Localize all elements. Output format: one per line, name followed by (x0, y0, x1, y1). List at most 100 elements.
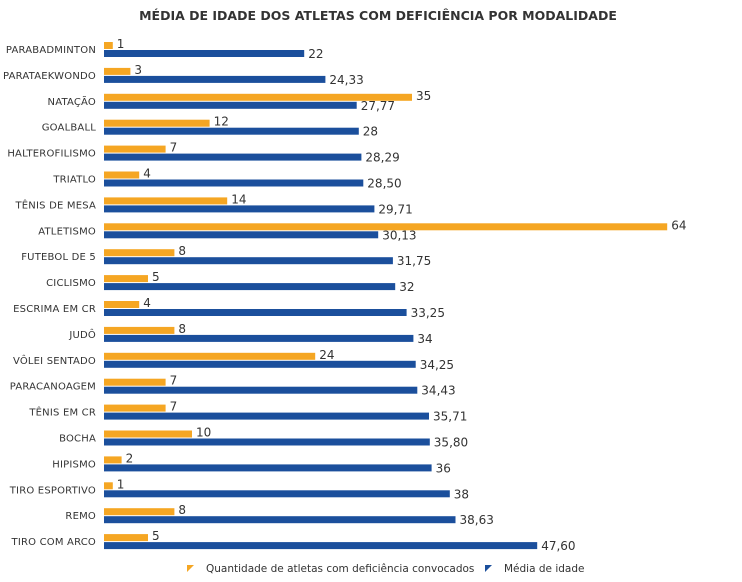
value-label-age: 33,25 (411, 306, 445, 320)
bar-age (104, 360, 416, 368)
legend-label-quantity: Quantidade de atletas com deficiência co… (206, 563, 474, 575)
bar-age (104, 542, 538, 550)
value-label-age: 28 (363, 125, 378, 139)
bar-age (104, 50, 305, 57)
value-label-age: 30,13 (382, 228, 416, 242)
value-label-quantity: 4 (143, 296, 151, 310)
value-label-age: 31,75 (397, 254, 431, 268)
bar-age (104, 412, 429, 420)
category-label: TÊNIS DE MESA (14, 198, 96, 211)
value-label-age: 28,50 (367, 177, 401, 191)
value-label-quantity: 7 (170, 141, 178, 155)
value-label-quantity: 1 (117, 477, 125, 491)
legend-item-quantity: Quantidade de atletas com deficiência co… (187, 563, 474, 575)
bar-quantity (104, 456, 122, 464)
value-label-quantity: 4 (143, 167, 151, 181)
bar-quantity (104, 42, 113, 49)
category-label: BOCHA (59, 434, 96, 445)
category-label: PARABADMINTON (6, 45, 96, 56)
value-label-quantity: 5 (152, 270, 160, 284)
category-label: HALTEROFILISMO (7, 149, 96, 160)
value-label-age: 27,77 (361, 99, 395, 113)
category-label: CICLISMO (46, 278, 96, 289)
bar-age (104, 257, 393, 265)
value-labels: 122324,333527,771228728,29428,501429,716… (117, 37, 687, 553)
bar-quantity (104, 301, 140, 308)
value-label-quantity: 12 (214, 115, 229, 129)
category-label: TÊNIS EM CR (28, 406, 96, 419)
bar-quantity (104, 404, 166, 412)
value-label-quantity: 1 (117, 37, 125, 51)
category-label: REMO (65, 511, 96, 522)
value-label-age: 24,33 (329, 73, 363, 87)
bar-quantity (104, 145, 166, 153)
bar-age (104, 516, 456, 524)
value-label-age: 38 (454, 487, 469, 501)
bar-age (104, 490, 450, 498)
value-label-age: 34 (417, 332, 432, 346)
value-label-quantity: 7 (170, 400, 178, 414)
bar-quantity (104, 534, 148, 542)
category-label: FUTEBOL DE 5 (21, 252, 96, 263)
legend-marker-quantity (187, 565, 194, 572)
bar-age (104, 153, 362, 161)
category-label: TIRO ESPORTIVO (9, 485, 96, 496)
bar-age (104, 283, 396, 291)
bar-quantity (104, 119, 210, 127)
value-label-quantity: 10 (196, 426, 211, 440)
bar-age (104, 438, 430, 446)
category-label: GOALBALL (42, 123, 97, 134)
bar-quantity (104, 378, 166, 386)
category-label: HIPISMO (52, 459, 96, 470)
category-label: NATAÇÃO (48, 95, 96, 108)
bar-quantity (104, 326, 175, 334)
legend-marker-age (485, 565, 492, 572)
bar-quantity (104, 223, 668, 231)
value-label-age: 35,71 (433, 410, 467, 424)
legend-label-age: Média de idade (504, 563, 584, 575)
value-label-age: 38,63 (460, 513, 494, 527)
bars (104, 42, 668, 550)
category-labels: PARABADMINTON PARATAEKWONDO NATAÇÃO GOALBAL… (3, 45, 96, 548)
value-label-age: 29,71 (378, 202, 412, 216)
bar-age (104, 231, 379, 239)
bar-age (104, 309, 407, 316)
value-label-quantity: 64 (671, 218, 686, 232)
value-label-quantity: 14 (231, 192, 246, 206)
bar-quantity (104, 482, 113, 490)
value-label-age: 34,43 (421, 384, 455, 398)
value-label-age: 47,60 (541, 539, 575, 553)
category-label: JUDÔ (68, 328, 96, 341)
value-label-quantity: 7 (170, 374, 178, 388)
bar-age (104, 205, 375, 213)
value-label-quantity: 8 (178, 244, 186, 258)
value-label-quantity: 3 (134, 63, 142, 77)
value-label-quantity: 35 (416, 89, 431, 103)
value-label-age: 34,25 (420, 358, 454, 372)
value-label-quantity: 5 (152, 529, 160, 543)
value-label-age: 36 (436, 461, 451, 475)
legend: Quantidade de atletas com deficiência co… (187, 563, 584, 575)
category-label: ESCRIMA EM CR (13, 304, 96, 315)
category-label: PARATAEKWONDO (3, 71, 96, 82)
bar-age (104, 386, 418, 394)
chart-title: MÉDIA DE IDADE DOS ATLETAS COM DEFICIÊNC… (139, 8, 617, 23)
category-label: PARACANOAGEM (10, 382, 96, 393)
bar-age (104, 101, 357, 109)
bar-age (104, 464, 432, 472)
bar-age (104, 334, 414, 342)
value-label-age: 22 (308, 47, 323, 61)
bar-quantity (104, 430, 192, 438)
bar-quantity (104, 249, 175, 257)
value-label-quantity: 2 (126, 451, 134, 465)
category-label: TIRO COM ARCO (11, 537, 96, 548)
bar-quantity (104, 352, 316, 360)
bar-quantity (104, 67, 131, 75)
legend-item-age: Média de idade (485, 563, 584, 575)
category-label: VÔLEI SENTADO (13, 354, 96, 367)
bar-age (104, 179, 364, 187)
value-label-age: 35,80 (434, 436, 468, 450)
value-label-quantity: 24 (319, 348, 334, 362)
bar-age (104, 75, 326, 83)
value-label-age: 28,29 (365, 151, 399, 165)
